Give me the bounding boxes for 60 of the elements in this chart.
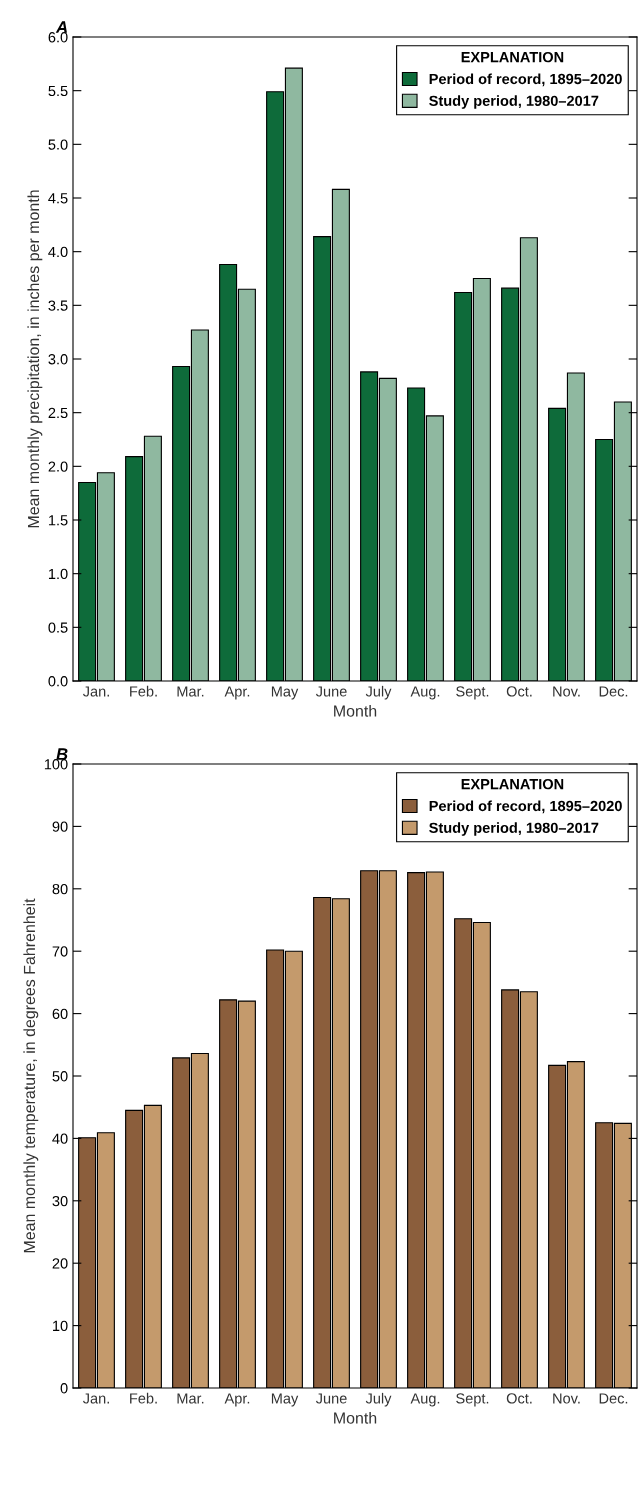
y-tick-label: 0 <box>60 1383 68 1394</box>
legend-label: Study period, 1980–2017 <box>429 95 599 109</box>
y-tick-label: 6.0 <box>48 32 68 43</box>
y-tick-label: 20 <box>52 1258 68 1269</box>
y-tick-label: 2.0 <box>48 461 68 472</box>
y-tick-label: 2.5 <box>48 407 68 419</box>
y-axis-title: Mean monthly temperature, in degrees Fahrenheit <box>23 898 39 1253</box>
y-tick-label: 50 <box>52 1071 68 1082</box>
x-tick-label: Apr. <box>224 686 250 700</box>
legend-label: Study period, 1980–2017 <box>429 822 599 836</box>
x-axis-title: Month <box>334 1412 377 1424</box>
y-tick-label: 5.0 <box>48 139 68 150</box>
y-tick-label: 10 <box>53 1320 68 1332</box>
y-tick-label: 0.0 <box>48 676 68 687</box>
x-tick-label: May <box>271 686 299 700</box>
x-tick-label: June <box>315 1393 347 1404</box>
x-tick-label: Aug. <box>410 1393 440 1407</box>
legend-label: Period of record, 1895–2020 <box>429 800 622 814</box>
x-axis-title: Month <box>334 705 377 717</box>
x-tick-label: Nov. <box>553 686 580 697</box>
y-tick-label: 4.0 <box>48 246 68 258</box>
y-tick-label: 3.5 <box>48 300 68 311</box>
x-tick-label: May <box>271 1393 299 1407</box>
legend-title: EXPLANATION <box>461 51 564 63</box>
x-tick-label: Oct. <box>506 686 532 697</box>
chart-title: B <box>56 748 68 760</box>
y-tick-label: 1.0 <box>48 568 68 580</box>
x-tick-label: Mar. <box>177 686 204 697</box>
y-tick-label: 70 <box>52 946 68 957</box>
y-tick-label: 40 <box>52 1133 68 1144</box>
x-tick-label: Feb. <box>130 685 157 697</box>
y-tick-label: 60 <box>52 1008 68 1020</box>
x-tick-label: July <box>365 685 392 700</box>
x-tick-label: Sept. <box>456 686 489 700</box>
x-tick-label: Dec. <box>599 686 628 697</box>
y-tick-label: 30 <box>52 1195 68 1207</box>
legend-label: Period of record, 1895–2020 <box>429 73 622 87</box>
y-tick-label: 5.5 <box>48 85 68 97</box>
x-tick-label: Mar. <box>177 1393 204 1404</box>
x-tick-label: Jan. <box>82 686 109 697</box>
y-tick-label: 3.0 <box>48 354 68 365</box>
x-tick-label: Nov. <box>553 1393 580 1404</box>
y-axis-title: Mean monthly precipitation, in inches per month <box>27 190 43 528</box>
x-tick-label: Dec. <box>599 1393 628 1404</box>
y-tick-label: 90 <box>52 821 68 832</box>
x-tick-label: Sept. <box>456 1393 489 1407</box>
x-tick-label: Feb. <box>130 1392 157 1404</box>
y-tick-label: 4.5 <box>48 193 68 204</box>
x-tick-label: Apr. <box>224 1393 250 1407</box>
x-tick-label: Aug. <box>410 686 440 700</box>
y-tick-label: 0.5 <box>48 622 68 633</box>
x-tick-label: Oct. <box>506 1393 532 1404</box>
x-tick-label: June <box>315 686 347 697</box>
x-tick-label: Jan. <box>82 1393 109 1404</box>
y-tick-label: 80 <box>52 883 68 895</box>
y-tick-label: 100 <box>44 759 68 770</box>
y-tick-label: 1.5 <box>48 515 68 526</box>
legend-title: EXPLANATION <box>461 778 564 790</box>
x-tick-label: July <box>365 1392 392 1407</box>
chart-title: A <box>55 21 67 33</box>
